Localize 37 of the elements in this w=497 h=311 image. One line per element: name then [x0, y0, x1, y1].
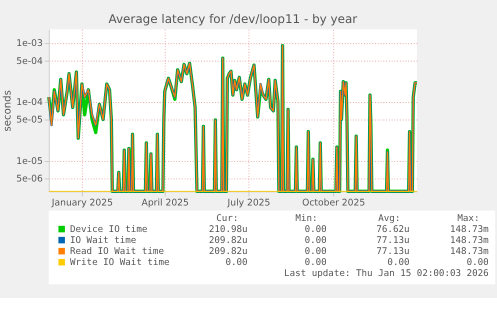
text: Max:: [457, 212, 480, 224]
x-tick-label: January 2025: [50, 198, 114, 209]
x-tick-label: July 2025: [226, 198, 271, 209]
text: 0.00: [304, 224, 327, 235]
text: Last update: Thu Jan 15 02:00:03 2026: [284, 268, 489, 280]
text: Min:: [295, 212, 318, 224]
text: Cur:: [216, 212, 238, 224]
chart-title: Average latency for /dev/loop11 - by year: [108, 12, 358, 26]
text: 0.00: [225, 256, 248, 268]
text: 148.73m: [450, 224, 490, 235]
legend-label: Device IO time: [70, 224, 148, 235]
y-axis-title: seconds: [2, 90, 14, 132]
text: 0.00: [387, 256, 410, 268]
text: 0.00: [304, 234, 327, 246]
text: 210.98u: [208, 224, 248, 235]
y-tick-label: 1e-05: [16, 156, 43, 167]
legend-label: Read IO Wait time: [70, 246, 164, 257]
x-tick-label: October 2025: [302, 198, 366, 209]
text: 148.73m: [450, 246, 490, 257]
legend-label: IO Wait time: [70, 234, 136, 246]
y-tick-label: 5e-04: [16, 56, 43, 67]
x-tick-label: April 2025: [142, 198, 190, 209]
text: 0.00: [466, 256, 489, 268]
text: 209.82u: [208, 234, 248, 246]
text: 77.13u: [376, 234, 410, 246]
text: 209.82u: [208, 246, 248, 257]
y-tick-label: 1e-04: [16, 96, 43, 108]
legend-label: Write IO Wait time: [70, 256, 170, 268]
y-tick-label: 5e-06: [16, 174, 43, 185]
text: 76.62u: [376, 224, 410, 235]
text: Avg:: [378, 212, 400, 224]
text: 0.00: [304, 256, 327, 268]
text: 148.73m: [450, 234, 490, 246]
text: 0.00: [304, 246, 327, 257]
y-tick-label: 5e-05: [16, 114, 43, 126]
text: 77.13u: [376, 246, 410, 257]
y-tick-label: 1e-03: [16, 38, 43, 50]
